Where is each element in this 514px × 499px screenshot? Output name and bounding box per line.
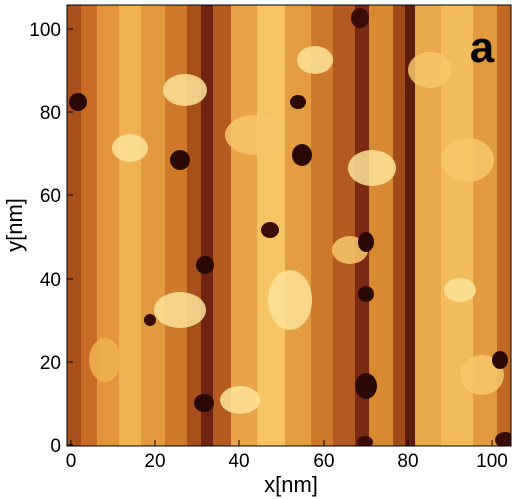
y-tick-label: 60 [40, 186, 61, 207]
panel-label: a [470, 23, 495, 72]
x-tick-label: 100 [476, 451, 508, 472]
y-tick-label: 40 [40, 270, 61, 291]
y-axis-title: y[nm] [2, 198, 27, 252]
dark-pits [69, 8, 511, 446]
x-tick-label: 40 [228, 451, 249, 472]
y-tick-label: 0 [50, 436, 61, 457]
y-ticks [67, 28, 73, 446]
y-tick-label: 80 [40, 103, 61, 124]
x-tick-label: 0 [66, 451, 77, 472]
x-tick-label: 20 [144, 451, 165, 472]
plot-frame [66, 4, 512, 447]
x-ticks [70, 440, 493, 446]
topography-image [67, 5, 511, 446]
x-axis-title: x[nm] [264, 472, 318, 497]
stripe-bands [67, 5, 511, 446]
y-tick-label: 100 [29, 20, 61, 41]
y-tick-label: 20 [40, 353, 61, 374]
x-tick-label: 60 [313, 451, 334, 472]
x-tick-label: 80 [397, 451, 418, 472]
terrace-patches [89, 46, 504, 414]
